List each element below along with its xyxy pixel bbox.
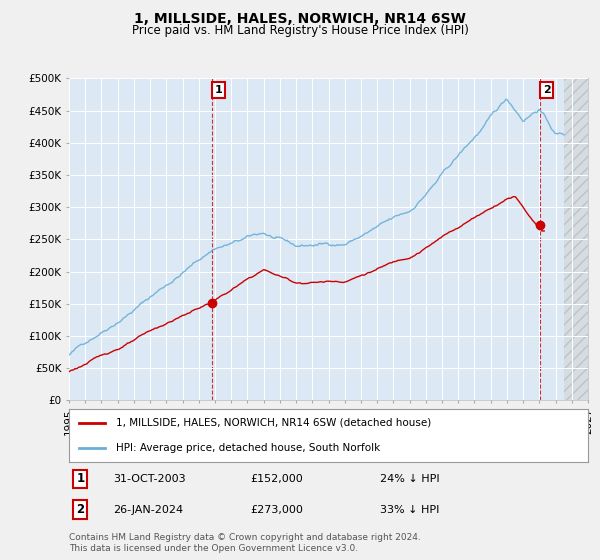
Text: 26-JAN-2024: 26-JAN-2024 bbox=[113, 505, 183, 515]
Text: 31-OCT-2003: 31-OCT-2003 bbox=[113, 474, 186, 484]
Text: 24% ↓ HPI: 24% ↓ HPI bbox=[380, 474, 440, 484]
Text: 2: 2 bbox=[543, 85, 551, 95]
Text: 1: 1 bbox=[215, 85, 223, 95]
Bar bbox=[563, 78, 588, 400]
Text: Price paid vs. HM Land Registry's House Price Index (HPI): Price paid vs. HM Land Registry's House … bbox=[131, 24, 469, 36]
Text: £152,000: £152,000 bbox=[251, 474, 304, 484]
Text: 1, MILLSIDE, HALES, NORWICH, NR14 6SW: 1, MILLSIDE, HALES, NORWICH, NR14 6SW bbox=[134, 12, 466, 26]
Text: 2: 2 bbox=[76, 503, 85, 516]
Text: 33% ↓ HPI: 33% ↓ HPI bbox=[380, 505, 440, 515]
Text: 1, MILLSIDE, HALES, NORWICH, NR14 6SW (detached house): 1, MILLSIDE, HALES, NORWICH, NR14 6SW (d… bbox=[116, 418, 431, 428]
Text: HPI: Average price, detached house, South Norfolk: HPI: Average price, detached house, Sout… bbox=[116, 443, 380, 453]
Text: 1: 1 bbox=[76, 473, 85, 486]
Text: Contains HM Land Registry data © Crown copyright and database right 2024.
This d: Contains HM Land Registry data © Crown c… bbox=[69, 533, 421, 553]
Text: £273,000: £273,000 bbox=[251, 505, 304, 515]
